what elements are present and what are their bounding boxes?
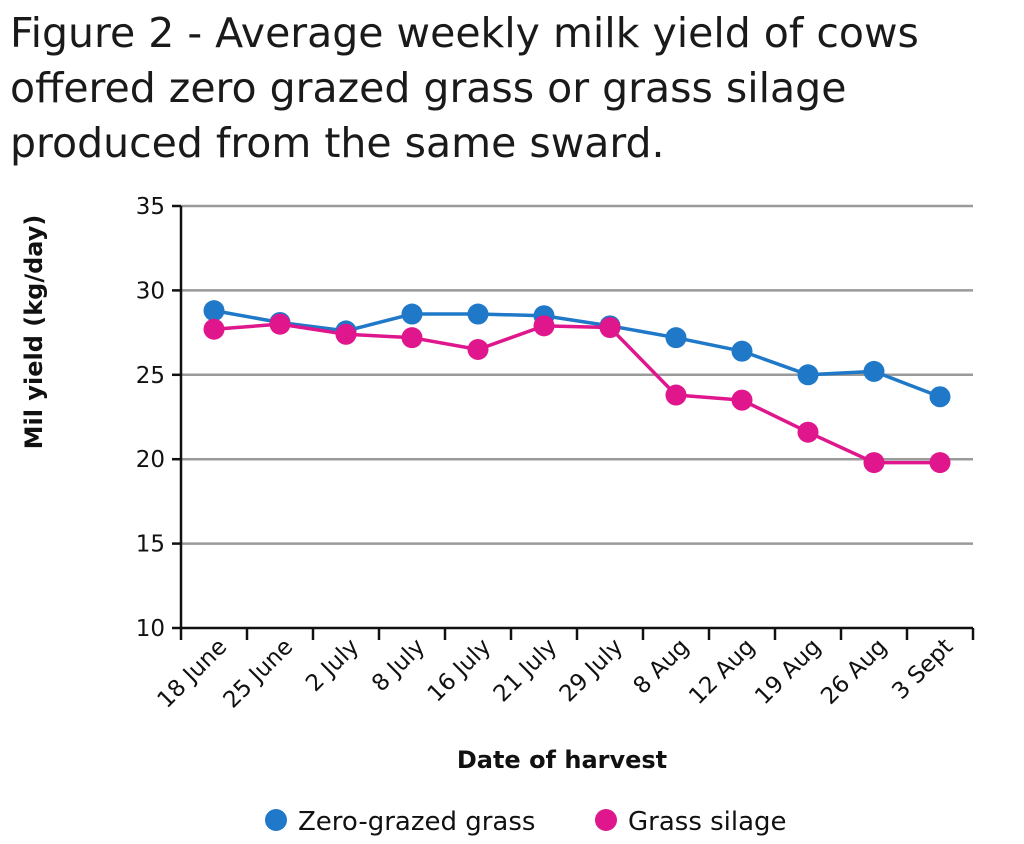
data-point xyxy=(665,384,687,406)
data-point xyxy=(863,360,885,382)
x-tick-label: 26 Aug xyxy=(816,634,892,710)
data-point xyxy=(203,318,225,340)
data-point xyxy=(797,421,819,443)
axes xyxy=(172,204,975,640)
x-tick-label: 3 Sept xyxy=(887,634,958,705)
y-tick-label: 25 xyxy=(136,363,165,389)
series xyxy=(203,300,951,474)
legend-label: Zero-grazed grass xyxy=(298,807,535,837)
chart-title-line-2: offered zero grazed grass or grass silag… xyxy=(10,64,847,112)
data-point xyxy=(533,315,555,337)
data-point xyxy=(731,389,753,411)
x-tick-label: 12 Aug xyxy=(684,634,760,710)
data-point xyxy=(335,323,357,345)
y-tick-label: 35 xyxy=(136,194,165,220)
x-tick-label: 21 July xyxy=(489,634,563,708)
chart-title: Figure 2 - Average weekly milk yield of … xyxy=(10,6,1010,171)
data-point xyxy=(731,340,753,362)
y-tick-label: 30 xyxy=(136,278,165,304)
data-point xyxy=(467,338,489,360)
y-tick-label: 20 xyxy=(136,447,165,473)
chart-title-line-3: produced from the same sward. xyxy=(10,119,665,167)
data-point xyxy=(203,300,225,322)
data-point xyxy=(401,303,423,325)
data-point xyxy=(401,327,423,349)
series-line xyxy=(213,308,941,399)
chart-title-line-1: Figure 2 - Average weekly milk yield of … xyxy=(10,9,919,57)
data-point xyxy=(929,386,951,408)
y-tick-labels: 10 15 20 25 30 35 xyxy=(136,194,165,642)
y-tick-label: 10 xyxy=(136,616,165,642)
data-point xyxy=(599,317,621,339)
data-point xyxy=(665,327,687,349)
x-tick-label: 8 Aug xyxy=(629,634,695,700)
legend-label: Grass silage xyxy=(628,807,787,837)
data-point xyxy=(929,452,951,474)
data-point xyxy=(269,313,291,335)
y-tick-label: 15 xyxy=(136,532,165,558)
x-tick-label: 8 July xyxy=(367,634,430,697)
x-tick-label: 2 July xyxy=(301,634,364,697)
data-point xyxy=(863,452,885,474)
legend-marker xyxy=(265,809,287,831)
gridlines xyxy=(181,204,973,545)
x-tick-label: 29 July xyxy=(555,634,629,708)
x-tick-label: 18 June xyxy=(153,634,233,714)
x-tick-label: 25 June xyxy=(219,634,299,714)
y-axis-label: Mil yield (kg/day) xyxy=(20,215,48,450)
x-tick-label: 19 Aug xyxy=(750,634,826,710)
legend: Zero-grazed grass Grass silage xyxy=(265,807,787,837)
data-point xyxy=(797,364,819,386)
legend-marker xyxy=(595,809,617,831)
x-tick-label: 16 July xyxy=(423,634,497,708)
x-axis-label: Date of harvest xyxy=(457,746,667,774)
data-point xyxy=(467,303,489,325)
series-line xyxy=(213,322,940,465)
